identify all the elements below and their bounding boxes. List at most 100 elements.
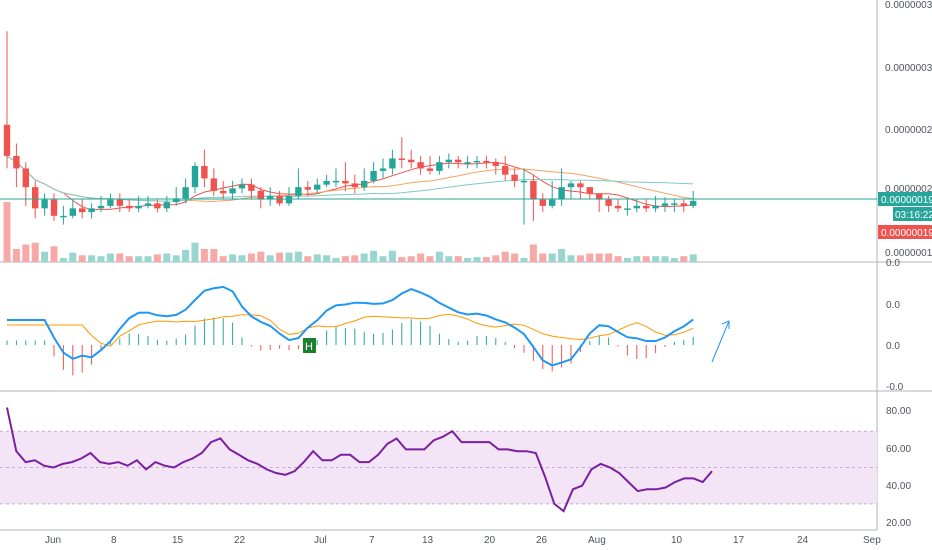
candle-body <box>567 183 575 188</box>
candle-body <box>285 195 293 204</box>
candle-body <box>79 208 86 213</box>
macd-tick-label: -0.0 <box>886 382 904 393</box>
volume-bar <box>59 258 67 262</box>
candle-body <box>107 199 114 206</box>
volume-bar <box>200 249 208 262</box>
volume-bar <box>605 253 613 262</box>
volume-bar <box>182 249 190 262</box>
volume-bar <box>50 246 58 262</box>
candle-body <box>520 180 528 183</box>
time-tick-label: 24 <box>797 535 809 546</box>
volume-bar <box>379 256 387 262</box>
candle-body <box>464 162 471 164</box>
candle-body <box>614 205 622 209</box>
ma-price-tag <box>878 225 932 239</box>
candle-body <box>690 200 697 206</box>
candle-body <box>596 193 603 200</box>
candle-body <box>680 203 687 206</box>
candle-body <box>191 165 199 188</box>
candle-body <box>671 203 678 205</box>
candle-body <box>398 158 405 160</box>
price-tick-label: 0.00000035 <box>885 0 932 11</box>
volume-bar <box>97 256 105 262</box>
rsi-tick-label: 40.00 <box>886 481 911 492</box>
candle-body <box>229 188 236 194</box>
macd-signal-line <box>7 313 694 347</box>
volume-bar <box>247 253 255 262</box>
candle-body <box>210 178 217 191</box>
volume-bar <box>229 254 237 262</box>
candle-body <box>445 159 452 163</box>
candle-body <box>426 168 434 171</box>
candle-body <box>97 205 105 209</box>
candle-body <box>370 170 377 181</box>
candle-body <box>408 159 415 163</box>
time-tick-label: Jun <box>45 535 61 546</box>
time-tick-label: 20 <box>484 535 496 546</box>
candle-body <box>314 184 321 190</box>
volume-bar <box>88 255 96 262</box>
volume-bar <box>191 242 199 262</box>
volume-bar <box>22 244 30 262</box>
volume-bar <box>125 256 133 262</box>
volume-bar <box>614 256 622 262</box>
candle-body <box>22 168 29 188</box>
volume-bar <box>12 249 20 262</box>
volume-bar <box>388 250 396 262</box>
candles <box>3 31 697 225</box>
candle-body <box>41 199 48 209</box>
candle-body <box>220 190 227 194</box>
volume-bar <box>680 256 688 262</box>
candle-body <box>417 162 424 169</box>
time-tick-label: 7 <box>369 535 375 546</box>
time-tick-label: Sep <box>863 535 881 546</box>
candle-body <box>549 199 556 206</box>
candle-body <box>13 155 20 169</box>
volume-bar <box>548 253 556 262</box>
volume-bar <box>407 256 415 262</box>
rsi-tick-label: 80.00 <box>886 406 911 417</box>
volume-bar <box>78 255 86 262</box>
volume-bar <box>520 258 528 262</box>
volume-bar <box>323 255 331 262</box>
candle-body <box>586 187 593 194</box>
macd-pane <box>6 285 694 376</box>
volume-bar <box>595 253 603 262</box>
volume-bar <box>567 255 575 262</box>
volume-bar <box>257 251 265 262</box>
time-tick-label: Aug <box>588 535 606 546</box>
volume-bar <box>652 256 660 262</box>
volume-bar <box>454 256 462 262</box>
volume-bar <box>586 253 594 262</box>
volume-bar <box>31 242 39 262</box>
candle-body <box>351 183 358 188</box>
candle-body <box>492 162 499 166</box>
volume-bar <box>492 255 500 262</box>
candle-body <box>201 165 208 179</box>
volume-bars <box>3 202 697 262</box>
candle-body <box>304 187 311 190</box>
volume-bar <box>501 251 509 262</box>
candle-body <box>530 180 537 200</box>
ma-line-fast <box>6 155 694 211</box>
candle-body <box>389 158 396 169</box>
candle-body <box>69 208 76 216</box>
candle-body <box>257 190 264 200</box>
volume-bar <box>417 253 425 262</box>
candle-body <box>135 205 142 209</box>
volume-bar <box>210 249 218 262</box>
candle-body <box>88 208 95 213</box>
candle-body <box>539 199 546 206</box>
volume-bar <box>529 244 537 262</box>
volume-bar <box>539 253 547 262</box>
candle-body <box>173 198 180 203</box>
candle-body <box>295 187 302 196</box>
macd-signal-marker <box>303 338 316 353</box>
volume-bar <box>341 256 349 262</box>
volume-bar <box>238 255 246 262</box>
candle-body <box>652 205 659 209</box>
volume-bar <box>285 252 293 262</box>
volume-bar <box>351 255 359 262</box>
rsi-line <box>6 407 713 513</box>
